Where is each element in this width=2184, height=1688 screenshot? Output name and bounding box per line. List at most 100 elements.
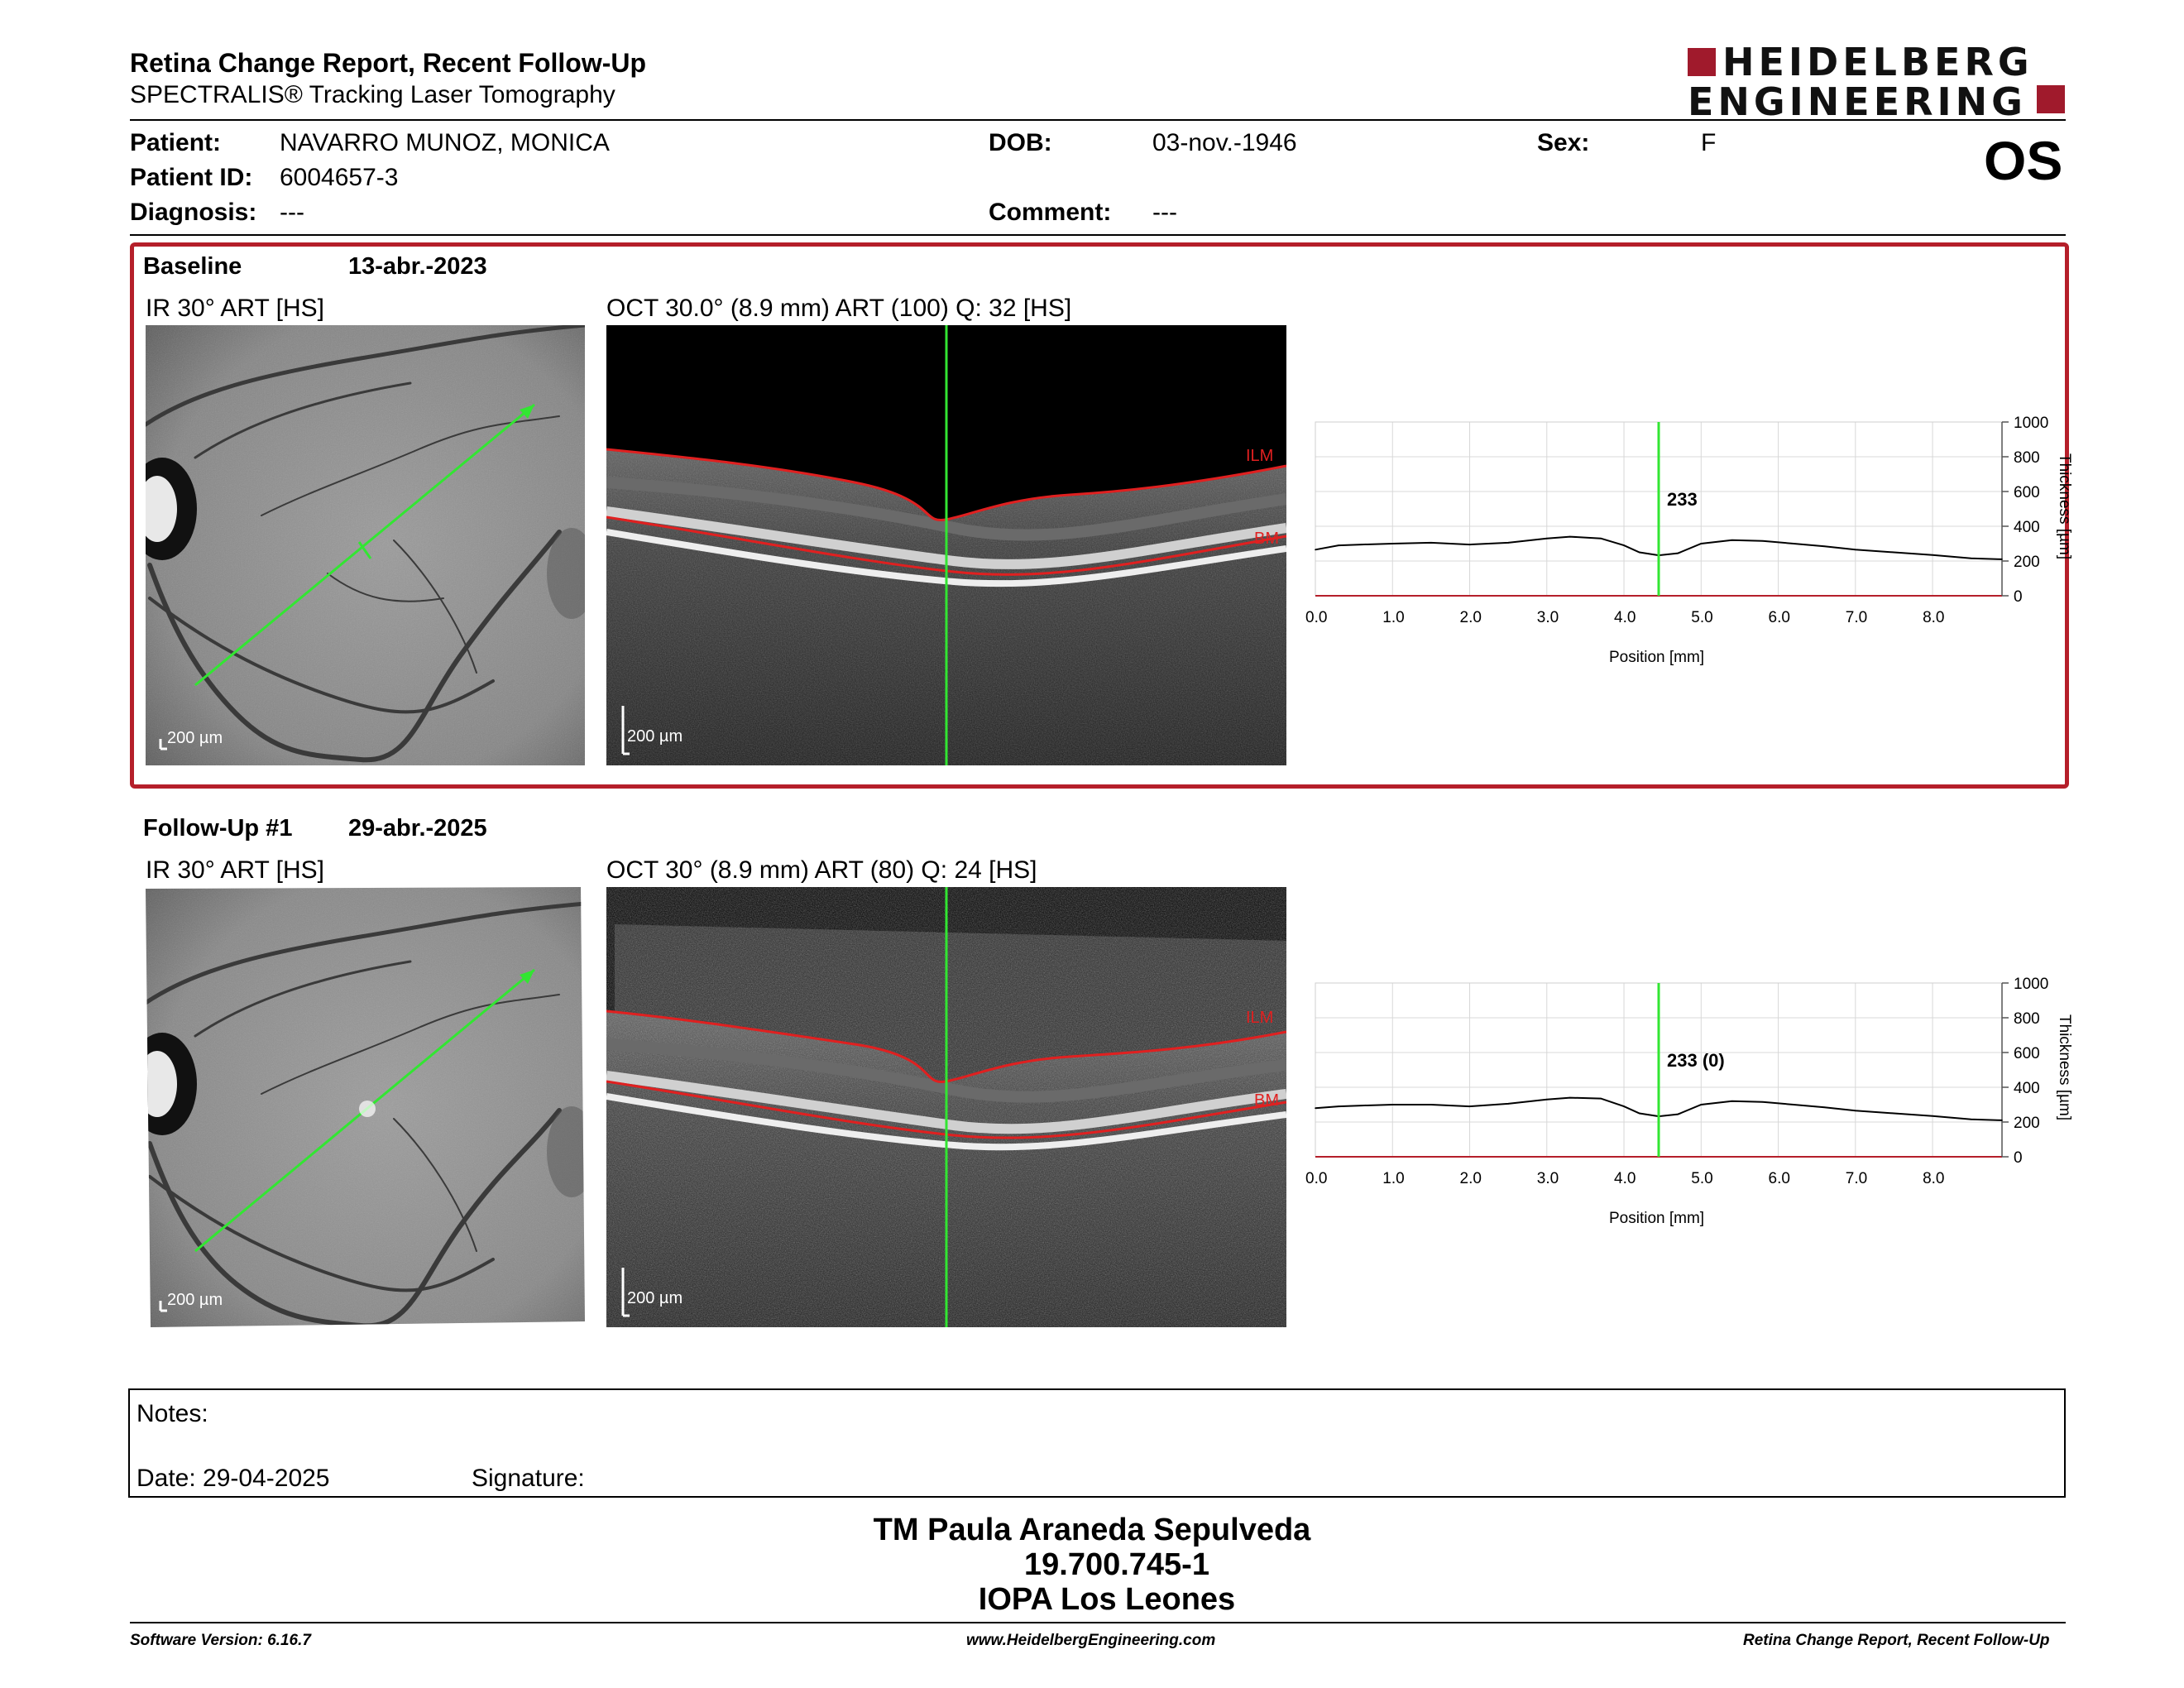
y-axis-label: Thickness [µm] [2056,1014,2073,1120]
thickness-point [1855,1110,1856,1112]
x-tick-label: 6.0 [1769,1170,1790,1187]
y-tick-label: 1000 [2014,976,2048,993]
notes-label: Notes: [136,1400,208,1427]
cursor-value-label: 233 [1667,489,1698,510]
y-tick-label: 400 [2014,1080,2040,1097]
y-tick-label: 200 [2014,1115,2040,1132]
report-subtitle: SPECTRALIS® Tracking Laser Tomography [130,81,615,108]
thickness-point [2001,559,2003,560]
followup-label: Follow-Up #1 [143,815,293,842]
logo-line1: HEIDELBERG [1722,40,2033,84]
thickness-point [1545,1098,1548,1101]
baseline-fundus-svg [146,325,585,765]
patient-id-label: Patient ID: [130,164,253,191]
thickness-point [1600,1097,1602,1100]
thickness-point [1623,544,1625,546]
thickness-point [1793,543,1795,544]
notes-box[interactable]: Notes: Date: 29-04-2025 Signature: [128,1388,2066,1498]
thickness-point [1600,537,1602,539]
y-tick-label: 600 [2014,1045,2040,1062]
x-tick-label: 1.0 [1382,1170,1404,1187]
y-axis-label: Thickness [µm] [2056,453,2073,559]
x-axis-label: Position [mm] [1609,649,1704,666]
thickness-series-line [1315,535,2003,560]
thickness-point [1569,1096,1571,1099]
followup-ir-fundus-image[interactable]: 200 µm [146,887,585,1327]
eye-label: OS [1984,130,2063,191]
comment-value: --- [1152,199,1177,226]
followup-oct-bscan[interactable]: ILM BM 200 µm [606,887,1286,1327]
x-tick-label: 8.0 [1923,609,1944,626]
thickness-point [1677,552,1679,554]
followup-fundus-svg [146,887,585,1327]
thickness-series-line [1315,1096,2003,1121]
website-link[interactable]: www.HeidelbergEngineering.com [966,1632,1216,1649]
followup-thickness-chart[interactable]: 0 200 400 600 800 1000 0.0 1.0 2.0 3.0 4.0 5.0 6.0 7.… [1291,966,2085,1240]
thickness-point [1932,1115,1933,1117]
baseline-oct-bscan[interactable]: ILM BM 200 µm [606,325,1286,765]
thickness-point [1823,545,1826,547]
x-tick-label: 2.0 [1460,1170,1482,1187]
thickness-point [1569,535,1571,538]
x-tick-label: 3.0 [1537,1170,1559,1187]
patient-id: 6004657-3 [280,164,399,191]
thickness-point [1700,1104,1703,1105]
thickness-point [1677,1113,1679,1115]
examiner-id: 19.700.745-1 [1024,1547,1209,1582]
thickness-point [1638,551,1640,554]
thickness-point [1338,1105,1339,1107]
followup-ir-label: IR 30° ART [HS] [146,856,324,884]
x-tick-label: 7.0 [1846,609,1867,626]
baseline-frame [130,242,2069,789]
followup-oct-svg: ILM BM [606,887,1286,1327]
x-tick-label: 7.0 [1846,1170,1867,1187]
thickness-point [1893,1112,1895,1115]
thickness-point [1970,1119,1972,1120]
y-tick-label: 0 [2014,1149,2023,1167]
logo-square-top [1688,48,1716,76]
thickness-point [1391,1104,1394,1105]
x-tick-label: 2.0 [1460,609,1482,626]
x-tick-label: 3.0 [1537,609,1559,626]
baseline-ir-label: IR 30° ART [HS] [146,295,324,322]
y-tick-label: 600 [2014,484,2040,501]
thickness-point [1507,1103,1509,1105]
thickness-point [1361,1105,1363,1106]
thickness-point [1762,1101,1764,1103]
report-title: Retina Change Report, Recent Follow-Up [130,48,647,78]
x-axis-label: Position [mm] [1609,1210,1704,1227]
x-tick-label: 5.0 [1691,1170,1712,1187]
baseline-thickness-chart[interactable]: 0 200 400 600 800 1000 0.0 1.0 2.0 3.0 4.0 5.0 6.0 7.… [1291,405,2085,679]
followup-bm-label: BM [1254,1091,1279,1110]
thickness-point [1545,537,1548,539]
baseline-ir-scale: 200 µm [167,729,223,747]
followup-ilm-label: ILM [1246,1009,1273,1027]
y-tick-label: 200 [2014,554,2040,571]
thickness-point [1731,1101,1733,1102]
thickness-point [1338,544,1339,546]
dob-label: DOB: [989,129,1052,156]
thickness-point [1468,1105,1471,1107]
dob-value: 03-nov.-1946 [1152,129,1297,156]
x-tick-label: 5.0 [1691,609,1712,626]
footer-report-title: Retina Change Report, Recent Follow-Up [1743,1632,2050,1649]
thickness-point [1932,554,1933,556]
baseline-label: Baseline [143,253,242,280]
followup-date: 29-abr.-2025 [348,815,487,842]
followup-oct-label: OCT 30° (8.9 mm) ART (80) Q: 24 [HS] [606,856,1037,884]
baseline-ir-fundus-image[interactable]: 200 µm [146,325,585,765]
header-divider [130,119,2066,121]
sex-label: Sex: [1537,129,1590,156]
baseline-oct-label: OCT 30.0° (8.9 mm) ART (100) Q: 32 [HS] [606,295,1072,322]
thickness-point [1762,540,1764,542]
footer-divider [130,1622,2066,1623]
thickness-point [1731,539,1733,541]
y-tick-label: 1000 [2014,415,2048,432]
baseline-ilm-label: ILM [1246,447,1273,465]
thickness-point [1638,1112,1640,1115]
baseline-bm-label: BM [1254,530,1279,548]
thickness-point [1391,543,1394,544]
signature-label: Signature: [472,1465,585,1492]
cursor-value-label: 233 (0) [1667,1050,1725,1071]
logo-square-bottom [2037,85,2065,113]
